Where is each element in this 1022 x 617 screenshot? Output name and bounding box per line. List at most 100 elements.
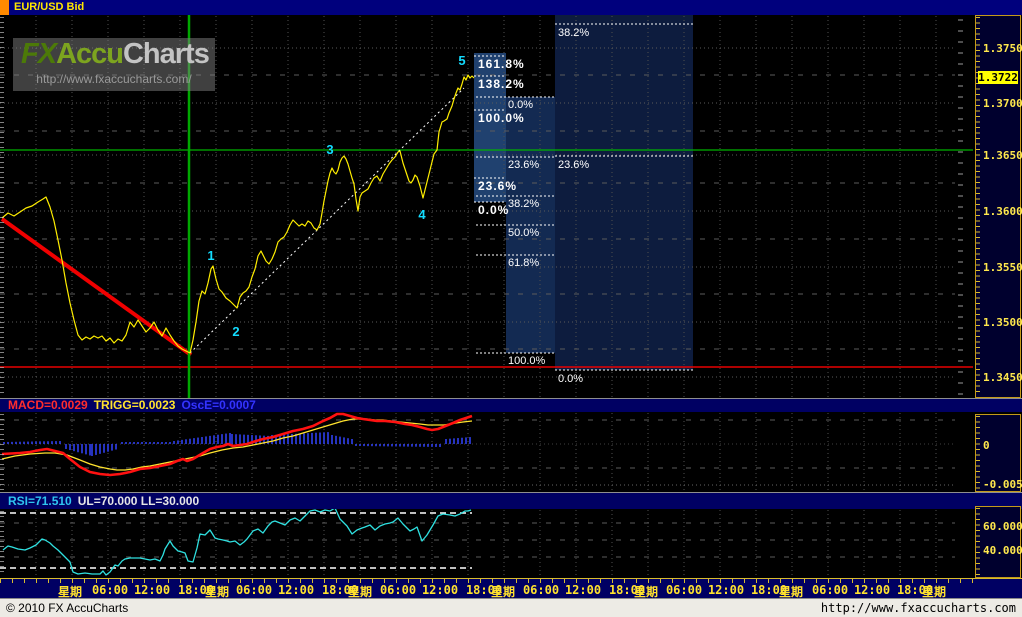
rsi-panel[interactable] (0, 509, 975, 578)
time-axis-label: 星期 (921, 585, 947, 599)
time-axis-label: 12:00 (707, 583, 745, 597)
time-axis-label: 18:00 (750, 583, 788, 597)
fib-b-label: 0.0% (508, 99, 533, 111)
price-axis[interactable]: 1.3722 1.3750 1.3700 1.3650 1.3600 1.3550 1.3… (975, 15, 1022, 398)
price-chart-panel[interactable]: 161.8% 138.2% 100.0% 23.6% 0.0% 0.0% 23.6% 38.2… (0, 15, 975, 398)
logo-url: http://www.fxaccucharts.com/ (36, 72, 192, 86)
macd-header: MACD=0.0029 TRIGG=0.0023 OscE=0.0007 (0, 398, 1022, 412)
rsi-line (2, 509, 472, 576)
fib-c-label: 23.6% (558, 159, 589, 171)
website-link[interactable]: http://www.fxaccucharts.com (820, 601, 1016, 615)
rsi-axis-label: 40.0000 (983, 544, 1022, 557)
time-axis-label: 星期 (57, 585, 83, 599)
current-price-tag: 1.3722 (978, 71, 1018, 84)
price-axis-label: 1.3750 (983, 42, 1022, 55)
rsi-axis-ticks (976, 508, 980, 576)
fib-zone-b (506, 97, 555, 353)
fib-a-label: 0.0% (478, 203, 509, 217)
price-axis-label: 1.3700 (983, 97, 1022, 110)
trigg-value: TRIGG=0.0023 (93, 398, 176, 412)
logo-accu: Accu (56, 38, 124, 70)
logo-text: FXAccuCharts (21, 38, 210, 71)
fib-b-label: 50.0% (508, 227, 539, 239)
time-axis-label: 18:00 (465, 583, 503, 597)
fib-b-label: 23.6% (508, 159, 539, 171)
dotted-trend-line (189, 87, 465, 354)
time-axis-label: 星期 (490, 585, 516, 599)
time-axis-label: 06:00 (811, 583, 849, 597)
rsi-axis-label: 60.0000 (983, 520, 1022, 533)
time-axis-label: 06:00 (235, 583, 273, 597)
wave-label-4: 4 (418, 207, 426, 222)
time-axis-label: 18:00 (177, 583, 215, 597)
time-axis-label: 星期 (347, 585, 373, 599)
wave-label-1: 1 (207, 248, 214, 263)
wave-label-5: 5 (458, 53, 465, 68)
macd-axis-label: 0 (983, 439, 990, 452)
macd-axis-ticks (976, 416, 980, 490)
rsi-levels: UL=70.000 LL=30.000 (77, 494, 200, 508)
fib-c-label: 0.0% (558, 373, 583, 385)
macd-value: MACD=0.0029 (8, 398, 88, 412)
wave-label-2: 2 (232, 324, 239, 339)
time-axis-label: 18:00 (896, 583, 934, 597)
time-axis-label: 星期 (778, 585, 804, 599)
time-axis-label: 12:00 (421, 583, 459, 597)
macd-axis-label: -0.0050 (983, 478, 1022, 491)
fib-a-label: 138.2% (478, 77, 525, 91)
macd-canvas[interactable] (0, 412, 975, 492)
time-axis-label: 18:00 (608, 583, 646, 597)
time-axis-label: 06:00 (91, 583, 129, 597)
time-axis-label: 12:00 (277, 583, 315, 597)
rsi-value: RSI=71.510 (8, 494, 72, 508)
fib-a-label: 161.8% (478, 57, 525, 71)
macd-axis[interactable]: 0 -0.0050 (975, 414, 1022, 492)
time-axis-ticks (0, 579, 975, 583)
left-tick-ruler (0, 17, 4, 396)
wave-label-3: 3 (326, 142, 333, 157)
macd-tick-ruler (0, 414, 4, 490)
time-axis-label: 12:00 (564, 583, 602, 597)
time-axis-label: 06:00 (379, 583, 417, 597)
rsi-canvas[interactable] (0, 509, 975, 578)
price-axis-label: 1.3600 (983, 205, 1022, 218)
osc-value: OscE=0.0007 (181, 398, 256, 412)
rsi-axis[interactable]: 60.0000 40.0000 (975, 506, 1022, 578)
time-axis-label: 12:00 (133, 583, 171, 597)
time-axis-label: 06:00 (665, 583, 703, 597)
title-bar-accent (0, 0, 9, 15)
fib-b-label: 61.8% (508, 257, 539, 269)
symbol-title: EUR/USD Bid (14, 1, 85, 13)
price-axis-label: 1.3550 (983, 261, 1022, 274)
rsi-tick-ruler (0, 511, 4, 576)
time-axis-label: 星期 (204, 585, 230, 599)
macd-panel[interactable] (0, 412, 975, 492)
price-axis-ticks (976, 17, 980, 396)
fib-b-label: 38.2% (508, 198, 539, 210)
time-axis-label: 18:00 (321, 583, 359, 597)
time-axis-label: 12:00 (853, 583, 891, 597)
fib-c-label: 38.2% (558, 27, 589, 39)
price-axis-label: 1.3500 (983, 316, 1022, 329)
title-bar: EUR/USD Bid (0, 0, 1022, 15)
status-bar: © 2010 FX AccuCharts http://www.fxaccuch… (0, 598, 1022, 617)
price-axis-label: 1.3650 (983, 149, 1022, 162)
time-axis[interactable]: 星期 06:00 12:00 18:00 星期 06:00 12:00 18:00 星期 06:0… (0, 578, 1022, 599)
watermark-logo: FXAccuCharts http://www.fxaccucharts.com… (13, 38, 215, 91)
fib-zone-c (555, 15, 693, 370)
time-axis-label: 06:00 (522, 583, 560, 597)
copyright-text: © 2010 FX AccuCharts (6, 601, 129, 615)
logo-charts: Charts (122, 38, 210, 70)
trigg-line (1, 418, 473, 471)
time-axis-label: 星期 (633, 585, 659, 599)
logo-fx: FX (21, 38, 57, 70)
price-axis-label: 1.3450 (983, 371, 1022, 384)
rsi-header: RSI=71.510 UL=70.000 LL=30.000 (0, 492, 1022, 509)
price-chart-canvas[interactable]: 161.8%138.2%100.0%23.6%0.0%0.0%23.6%38.2… (0, 15, 975, 398)
fib-a-label: 23.6% (478, 179, 517, 193)
fib-b-label: 100.0% (508, 355, 546, 367)
macd-line (1, 412, 473, 477)
fib-a-label: 100.0% (478, 111, 525, 125)
price-line (1, 74, 475, 354)
